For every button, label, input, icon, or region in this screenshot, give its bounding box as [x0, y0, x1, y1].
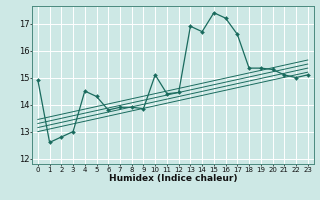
X-axis label: Humidex (Indice chaleur): Humidex (Indice chaleur) [108, 174, 237, 183]
